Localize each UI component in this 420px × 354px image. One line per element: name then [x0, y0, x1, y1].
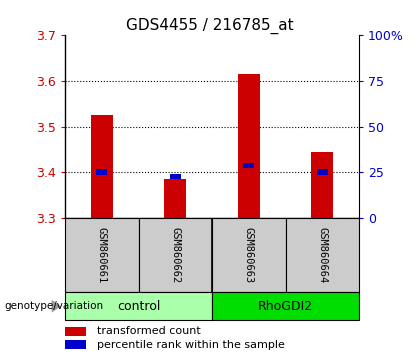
Text: GDS4455 / 216785_at: GDS4455 / 216785_at [126, 17, 294, 34]
Bar [238, 74, 260, 218]
Text: transformed count: transformed count [97, 326, 201, 336]
Text: RhoGDI2: RhoGDI2 [258, 300, 313, 313]
Text: control: control [117, 300, 160, 313]
Bar [65, 326, 86, 336]
Text: GSM860662: GSM860662 [171, 227, 180, 283]
Bar [243, 162, 255, 168]
Text: GSM860661: GSM860661 [97, 227, 107, 283]
Text: GSM860664: GSM860664 [318, 227, 327, 283]
FancyBboxPatch shape [139, 218, 212, 292]
Bar [96, 170, 108, 175]
Bar [317, 170, 328, 175]
FancyBboxPatch shape [286, 218, 359, 292]
FancyBboxPatch shape [65, 218, 139, 292]
Bar [170, 174, 181, 179]
Bar [91, 115, 113, 218]
FancyBboxPatch shape [212, 292, 359, 320]
Text: percentile rank within the sample: percentile rank within the sample [97, 339, 285, 350]
Text: GSM860663: GSM860663 [244, 227, 254, 283]
Text: genotype/variation: genotype/variation [4, 301, 103, 311]
Bar [65, 340, 86, 349]
FancyBboxPatch shape [212, 218, 286, 292]
FancyBboxPatch shape [65, 292, 212, 320]
Bar [311, 152, 333, 218]
Bar [164, 179, 186, 218]
